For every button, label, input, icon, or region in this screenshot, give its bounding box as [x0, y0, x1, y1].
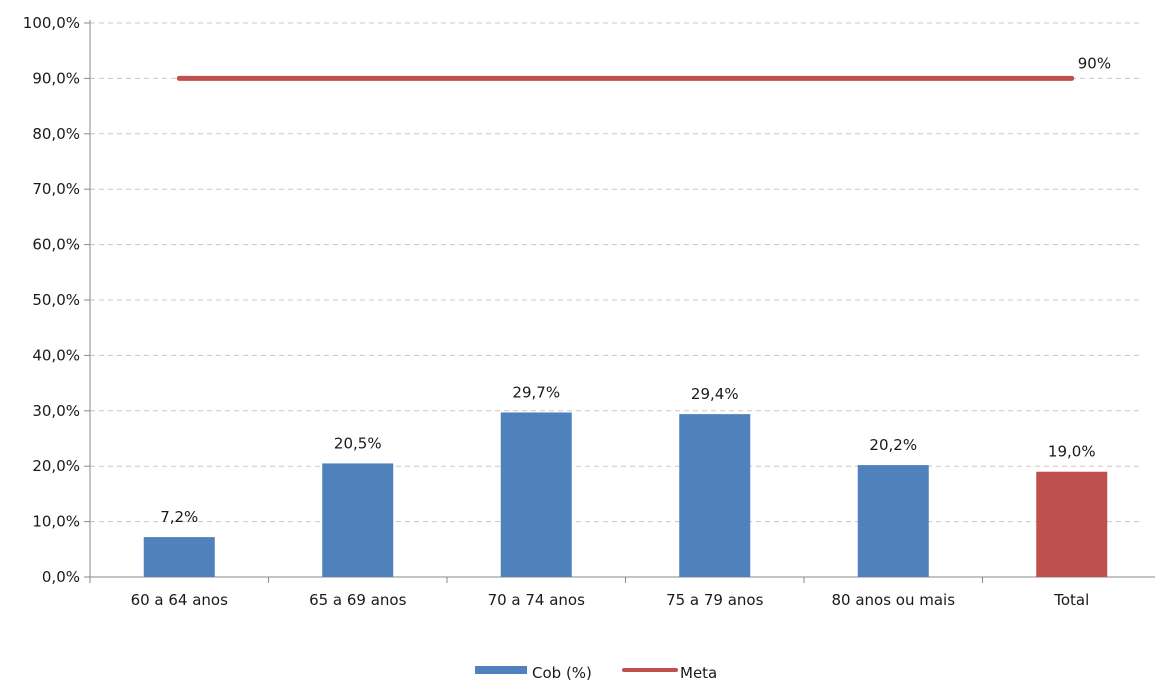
bar	[144, 537, 215, 577]
x-tick-label: Total	[1053, 591, 1089, 609]
y-tick-label: 80,0%	[32, 125, 80, 143]
y-tick-label: 60,0%	[32, 236, 80, 254]
x-tick-label: 65 a 69 anos	[309, 591, 407, 609]
legend-label-meta: Meta	[680, 664, 717, 682]
bar	[1036, 472, 1107, 577]
y-tick-label: 20,0%	[32, 457, 80, 475]
bar-data-label: 29,7%	[512, 383, 560, 401]
y-tick-label: 30,0%	[32, 402, 80, 420]
bar-data-label: 20,2%	[869, 436, 917, 454]
y-tick-label: 0,0%	[42, 568, 80, 586]
bar	[322, 463, 393, 577]
y-tick-label: 90,0%	[32, 69, 80, 87]
legend: Cob (%) Meta	[475, 664, 717, 682]
y-tick-label: 50,0%	[32, 291, 80, 309]
labels-layer: 7,2% 20,5% 29,7% 29,4% 20,2% 19,0% 90%	[160, 54, 1111, 526]
y-tick-label: 40,0%	[32, 346, 80, 364]
bar-data-label: 20,5%	[334, 434, 382, 452]
y-tick-label: 10,0%	[32, 513, 80, 531]
x-tick-label: 80 anos ou mais	[831, 591, 955, 609]
grid-layer	[90, 23, 1140, 522]
bar-data-label: 19,0%	[1048, 443, 1096, 461]
bar	[858, 465, 929, 577]
bars-layer	[144, 412, 1108, 577]
y-tick-label: 100,0%	[23, 14, 80, 32]
bar	[501, 412, 572, 577]
x-tick-label: 60 a 64 anos	[131, 591, 229, 609]
x-tick-label: 70 a 74 anos	[488, 591, 586, 609]
meta-end-label: 90%	[1078, 54, 1111, 72]
legend-swatch-cob	[475, 666, 527, 674]
x-tick-label: 75 a 79 anos	[666, 591, 764, 609]
bar-data-label: 29,4%	[691, 385, 739, 403]
y-tick-label: 70,0%	[32, 180, 80, 198]
bar-data-label: 7,2%	[160, 508, 198, 526]
legend-label-cob: Cob (%)	[532, 664, 592, 682]
bar	[679, 414, 750, 577]
